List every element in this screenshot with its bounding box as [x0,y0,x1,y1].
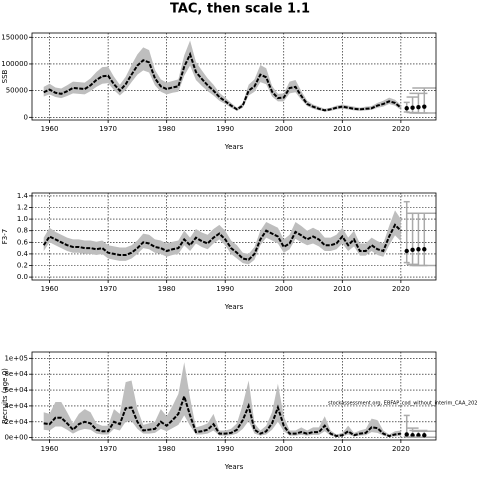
forecast-point [410,433,415,438]
forecast-point [422,433,427,438]
x-tick-label: 1960 [41,285,59,293]
x-tick-label: 2010 [333,285,351,293]
x-tick-label: 2000 [275,445,293,453]
x-axis-label: Years [224,143,244,151]
y-tick-label: 150000 [1,33,28,41]
x-tick-label: 1980 [158,125,176,133]
forecast-point [416,247,421,252]
x-tick-label: 1990 [216,125,234,133]
forecast-point [416,433,421,438]
x-tick-label: 2020 [392,285,410,293]
forecast-point [404,432,409,437]
y-tick-label: 0.4 [17,250,29,258]
confidence-band [43,40,401,112]
x-tick-label: 2010 [333,445,351,453]
x-tick-label: 1990 [216,285,234,293]
x-tick-label: 2020 [392,125,410,133]
forecast-point [404,106,409,111]
x-axis-label: Years [224,463,244,471]
forecast-point [422,247,427,252]
y-axis-label: F3-7 [1,229,9,244]
forecast-point [410,105,415,110]
forecast-point [416,104,421,110]
x-tick-label: 1970 [99,445,117,453]
y-tick-label: 4e+04 [4,402,28,410]
y-axis-label: Recruits (age 0) [1,368,9,424]
plot-frame [31,351,437,441]
y-tick-label: 8e+04 [4,370,28,378]
annotation: stockassessment.org, EBFAP_cod_without_i… [328,401,477,407]
y-tick-label: 0.0 [17,273,28,281]
y-tick-label: 50000 [6,87,28,95]
y-tick-label: 6e+04 [4,386,28,394]
x-tick-label: 1970 [99,125,117,133]
figure-title: TAC, then scale 1.1 [170,2,310,17]
x-tick-label: 1990 [216,445,234,453]
y-tick-label: 0.8 [17,227,28,235]
x-tick-label: 1980 [158,285,176,293]
x-tick-label: 1960 [41,125,59,133]
x-tick-label: 1970 [99,285,117,293]
estimate-line [42,223,402,261]
y-tick-label: 0.2 [17,262,28,270]
plot-frame [31,32,437,121]
y-tick-label: 0e+00 [4,434,28,442]
y-tick-label: 1.2 [17,204,28,212]
x-tick-label: 2020 [392,445,410,453]
forecast-point [410,247,415,253]
x-axis-label: Years [224,303,244,311]
y-tick-label: 1.4 [17,192,29,200]
forecast-point [404,248,409,254]
y-tick-label: 0.6 [17,238,29,246]
y-axis-label: SSB [1,69,9,83]
forecast-point [422,104,427,109]
x-tick-label: 1960 [41,445,59,453]
confidence-band [43,362,401,437]
y-tick-label: 2e+04 [4,418,28,426]
estimate-line [43,51,402,112]
plot-frame [31,192,437,281]
y-tick-label: 0 [24,113,28,121]
x-tick-label: 2000 [275,125,293,133]
y-tick-label: 1.0 [17,215,28,223]
x-tick-label: 2010 [333,125,351,133]
x-tick-label: 1980 [158,445,176,453]
x-tick-label: 2000 [275,285,293,293]
y-tick-label: 1e+05 [4,354,28,362]
y-tick-label: 100000 [1,60,28,68]
estimate-line [43,393,402,438]
